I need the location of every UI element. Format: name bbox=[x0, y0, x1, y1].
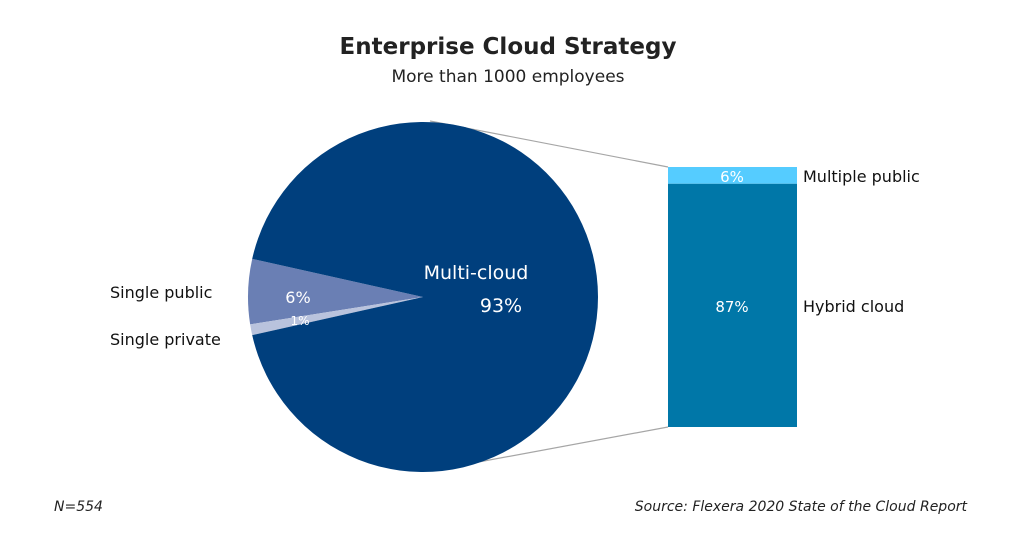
pie-slice-single-private bbox=[250, 297, 423, 336]
value-multiple-public: 6% bbox=[720, 168, 744, 186]
label-single-private: Single private bbox=[110, 330, 221, 349]
bar-segment-hybrid-cloud bbox=[668, 183, 797, 427]
value-multi-cloud: 93% bbox=[480, 295, 522, 317]
label-multiple-public: Multiple public bbox=[803, 167, 920, 186]
value-hybrid-cloud: 87% bbox=[715, 298, 748, 316]
bar-segment-multiple-public bbox=[668, 167, 797, 184]
chart-subtitle: More than 1000 employees bbox=[391, 67, 624, 87]
pie-slice-multi-cloud bbox=[252, 121, 598, 472]
source-note: Source: Flexera 2020 State of the Cloud … bbox=[635, 499, 968, 515]
label-single-public: Single public bbox=[110, 283, 212, 302]
value-single-private: 1% bbox=[290, 314, 309, 328]
value-single-public: 6% bbox=[285, 288, 310, 307]
label-hybrid-cloud: Hybrid cloud bbox=[803, 297, 904, 316]
pie-slice-single-public bbox=[248, 258, 423, 325]
chart-title: Enterprise Cloud Strategy bbox=[340, 34, 677, 60]
label-multi-cloud: Multi-cloud bbox=[424, 262, 529, 284]
footnote: N=554 bbox=[54, 499, 103, 515]
